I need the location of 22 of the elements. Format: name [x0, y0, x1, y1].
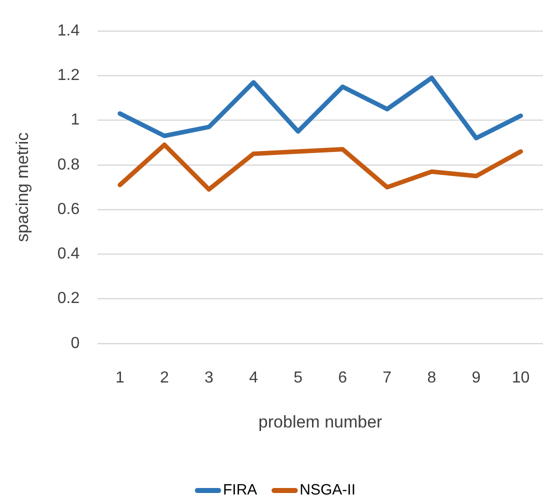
x-tick-label: 4	[249, 369, 258, 386]
x-tick-label: 3	[204, 369, 214, 386]
x-tick-label: 7	[382, 369, 392, 386]
y-tick-label: 0.4	[57, 246, 80, 263]
x-tick-label: 5	[294, 369, 303, 386]
legend-label: NSGA-II	[300, 482, 356, 497]
x-tick-label: 6	[338, 369, 348, 386]
x-axis-title: problem number	[258, 412, 383, 432]
y-axis-title: spacing metric	[12, 132, 32, 242]
y-tick-label: 0	[70, 334, 80, 352]
legend-label: FIRA	[222, 482, 258, 497]
y-tick-label: 0.6	[57, 200, 80, 218]
x-tick-label: 8	[427, 369, 436, 386]
y-tick-label: 0.2	[57, 290, 80, 308]
x-tick-label: 2	[160, 369, 169, 386]
y-tick-label: 1.4	[57, 22, 80, 40]
x-tick-label: 9	[472, 369, 481, 386]
y-tick-label: 0.8	[57, 156, 80, 174]
y-tick-label: 1	[70, 112, 80, 129]
x-tick-label: 10	[512, 369, 530, 386]
y-tick-label: 1.2	[57, 67, 80, 84]
x-tick-label: 1	[115, 369, 124, 386]
